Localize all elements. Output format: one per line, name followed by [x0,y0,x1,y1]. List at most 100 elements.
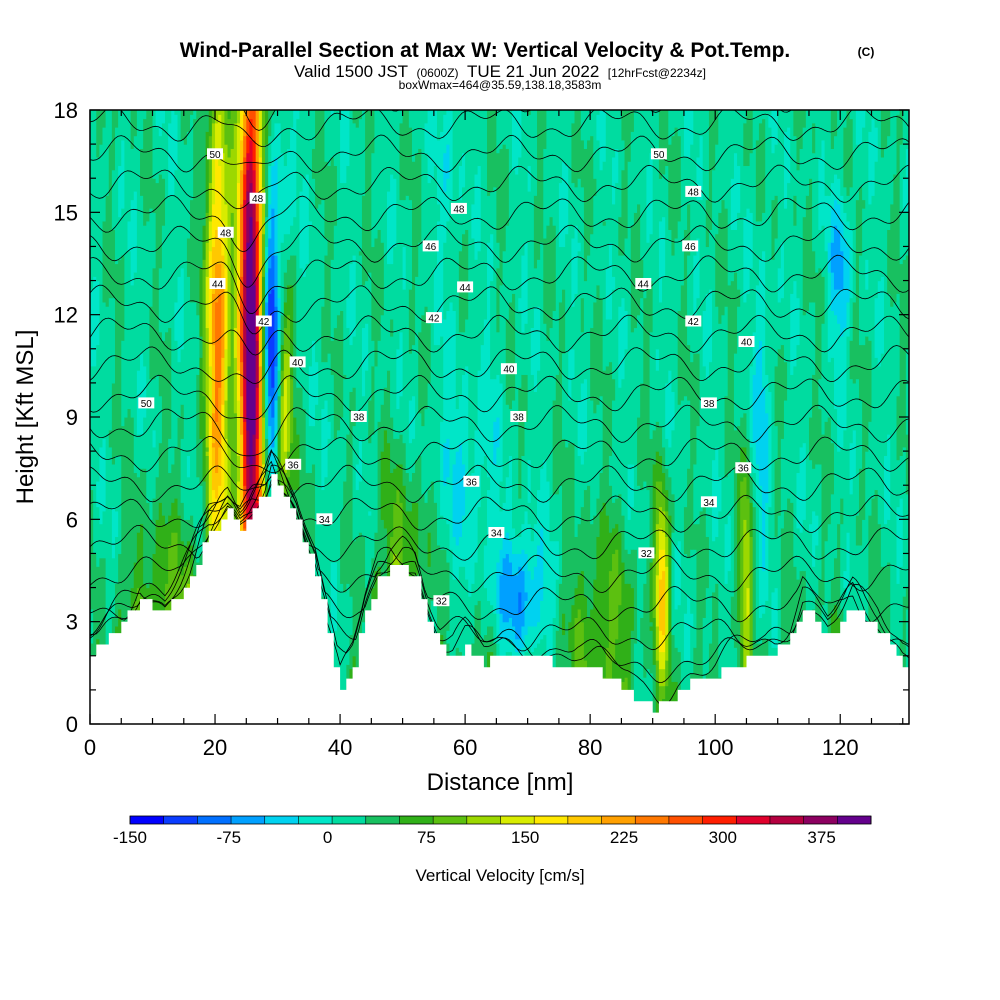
velocity-cell [905,587,909,610]
velocity-cell [155,110,160,128]
velocity-cell [599,110,604,171]
velocity-cell [724,523,729,584]
velocity-cell [283,327,288,354]
velocity-cell [780,242,785,299]
velocity-cell [615,523,619,550]
velocity-cell [424,502,429,653]
velocity-cell [687,660,691,704]
velocity-cell [543,323,547,461]
velocity-cell [893,301,898,687]
velocity-cell [787,498,791,653]
velocity-cell [552,110,557,226]
velocity-cell [630,463,635,508]
velocity-cell [868,110,873,132]
velocity-cell [555,493,560,542]
velocity-cell [530,374,535,542]
velocity-cell [852,429,857,478]
velocity-cell [427,182,432,324]
velocity-cell [165,523,169,584]
velocity-cell [133,110,138,137]
isentrope-label-box [488,527,505,538]
velocity-cell [315,110,319,209]
velocity-cell [343,182,347,375]
velocity-cell [352,254,357,337]
y-tick-label: 6 [66,507,78,532]
velocity-cell [527,570,532,627]
velocity-cell [524,323,529,375]
velocity-cell [411,161,416,346]
velocity-cell [830,442,835,495]
isentrope-label: 50 [138,397,155,410]
velocity-cell [621,378,626,516]
isentrope-line [90,314,909,356]
isentrope-label: 48 [217,226,234,239]
velocity-cell [890,203,894,307]
velocity-cell [193,118,197,303]
velocity-cell [558,110,563,184]
velocity-cell [687,110,691,158]
velocity-cell [840,250,844,290]
velocity-cell [524,242,529,324]
velocity-cell [730,468,735,597]
y-tick-label: 15 [54,200,78,225]
velocity-cell [802,314,807,444]
velocity-cell [408,110,413,128]
velocity-cell [668,476,673,516]
velocity-cell [693,353,698,465]
isentrope-label-box [457,281,474,293]
velocity-cell [830,110,835,149]
velocity-cell [724,583,729,687]
velocity-cell [840,335,844,448]
velocity-cell [115,127,119,265]
velocity-cell [490,110,494,192]
velocity-cell [499,382,504,482]
velocity-cell [415,276,419,461]
velocity-cell [883,566,888,644]
velocity-cell [615,148,619,184]
velocity-cell [630,331,635,465]
velocity-cell [368,515,372,580]
velocity-cell [446,110,451,145]
velocity-cell [458,165,463,201]
velocity-cell [274,399,279,431]
velocity-cell [621,561,626,682]
velocity-cell [308,425,313,474]
velocity-cell [299,191,304,269]
velocity-cell [762,118,766,213]
colorbar-tick-label: 375 [807,828,835,847]
velocity-cell [665,165,669,384]
isentrope-line [90,254,909,315]
velocity-cell [515,574,519,640]
velocity-cell [333,327,338,439]
isentrope-label: 44 [457,281,474,294]
velocity-cell [552,617,557,674]
velocity-cell [746,165,751,209]
velocity-cell [158,110,163,137]
velocity-cell [524,634,529,653]
velocity-cell [618,216,623,256]
velocity-cell [733,429,738,648]
velocity-cell [371,434,376,559]
velocity-cell [737,165,741,213]
velocity-cell [793,110,798,137]
velocity-cell [396,408,401,439]
velocity-cell [743,122,748,167]
velocity-cell [465,229,469,320]
velocity-cell [849,118,854,188]
velocity-cell [265,408,269,439]
velocity-cell [96,156,100,282]
velocity-cell [105,306,110,682]
velocity-cell [530,625,535,653]
velocity-cell [518,566,522,593]
velocity-cell [233,122,238,329]
velocity-cell [349,391,354,597]
velocity-cell [771,199,776,260]
velocity-cell [696,523,701,691]
velocity-cell [330,156,335,260]
velocity-cell [415,152,419,277]
isentrope-label: 42 [255,315,272,328]
velocity-cell [252,169,257,201]
velocity-cell [180,502,185,542]
velocity-cell [793,365,798,567]
velocity-cell [111,506,116,559]
